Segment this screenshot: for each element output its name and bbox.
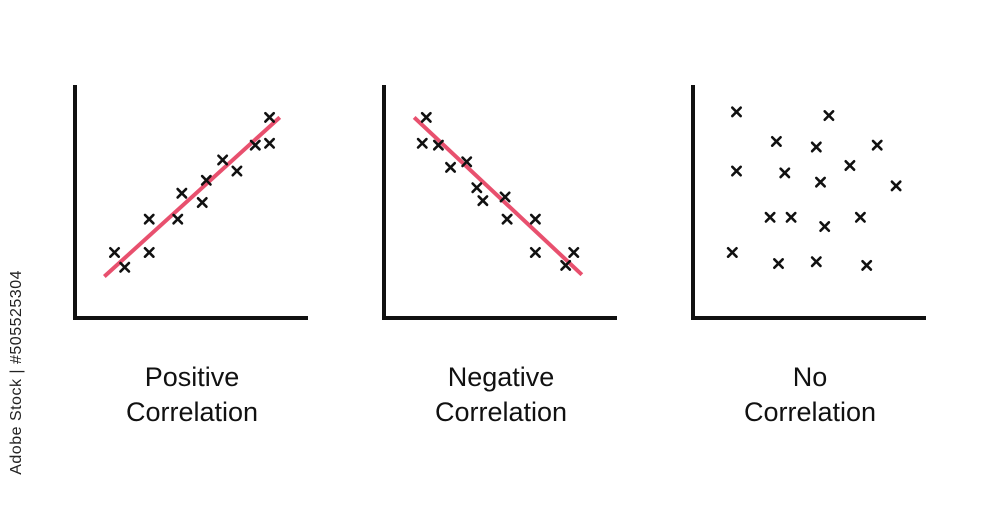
data-point-marker [814,176,827,188]
data-point-marker [217,154,229,166]
caption-line-1: Positive [144,362,240,392]
data-point-marker [420,111,432,123]
data-point-marker [854,211,866,223]
caption-line-1: No [792,362,828,392]
data-point-marker [770,135,782,147]
stock-id-text: Adobe Stock | #505525304 [8,270,25,475]
data-point-marker [529,213,541,225]
data-point-marker [200,174,212,186]
data-point-marker [730,165,743,177]
caption-no-correlation: No Correlation [680,360,940,430]
panel-positive-correlation [73,85,308,320]
data-point-marker [560,259,572,271]
data-point-marker [264,111,276,123]
panel-negative-correlation [382,85,617,320]
data-point-marker [871,139,883,151]
data-point-marker [264,137,276,149]
data-point-marker [416,137,428,149]
caption-negative-correlation: Negative Correlation [371,360,631,430]
data-point-marker [890,180,902,192]
data-point-marker [823,110,835,122]
data-point-marker [726,246,738,258]
data-point-marker [730,106,743,118]
caption-line-2: Correlation [434,397,568,427]
trend-line [102,115,282,278]
data-point-marker [109,246,121,258]
data-point-marker [445,161,457,173]
data-point-marker [143,213,155,225]
caption-line-1: Negative [447,362,555,392]
data-point-marker [779,167,791,179]
data-point-marker [810,256,822,268]
data-point-marker [461,156,473,168]
data-point-marker [772,258,785,270]
caption-line-2: Correlation [125,397,259,427]
panel-no-correlation [691,85,926,320]
data-point-marker [231,165,243,177]
data-point-marker [119,261,131,273]
data-point-marker [249,139,261,151]
data-point-marker [172,213,184,225]
caption-positive-correlation: Positive Correlation [62,360,322,430]
trend-line [412,115,584,277]
data-point-marker [785,211,797,223]
data-point-marker [432,139,444,151]
data-point-marker [568,246,580,258]
data-point-marker [471,182,483,194]
data-point-marker [810,141,822,153]
data-point-marker [529,246,541,258]
data-point-marker [819,221,831,233]
data-point-marker [176,187,188,199]
data-point-marker [499,191,511,203]
data-point-marker [501,213,513,225]
data-point-marker [764,211,776,223]
data-point-marker [844,160,856,171]
data-point-marker [477,195,489,207]
caption-line-2: Correlation [743,397,877,427]
data-point-marker [196,197,208,208]
data-point-marker [143,246,155,258]
data-point-marker [861,259,873,271]
